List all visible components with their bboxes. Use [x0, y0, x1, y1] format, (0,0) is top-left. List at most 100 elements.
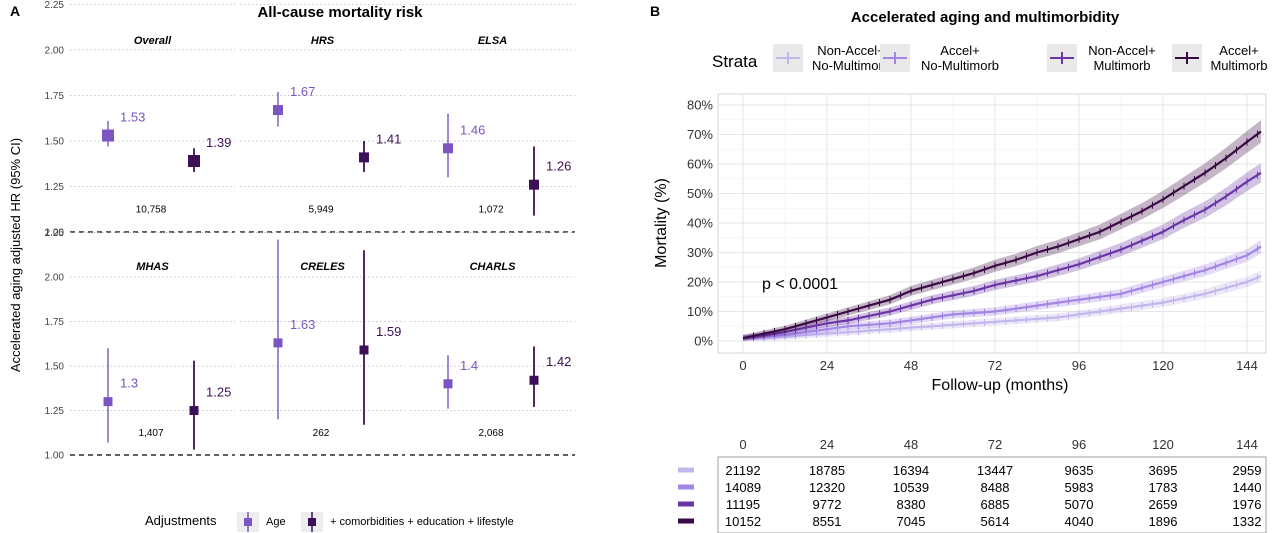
- y-tick-label: 1.00: [45, 228, 65, 239]
- legend-label-line2: Multimorb: [1093, 58, 1150, 73]
- panel-b-y-axis-label: Mortality (%): [653, 178, 670, 268]
- risk-table-cell: 1332: [1233, 514, 1262, 529]
- y-tick-label: 2.00: [45, 273, 65, 284]
- y-tick-label: 2.25: [45, 0, 65, 11]
- p-value-annotation: p < 0.0001: [762, 276, 838, 293]
- hr-value-label: 1.46: [460, 122, 485, 137]
- x-tick-label: 120: [1152, 358, 1174, 373]
- risk-table-cell: 1976: [1233, 497, 1262, 512]
- hr-marker: [188, 155, 200, 168]
- y-tick-label: 80%: [687, 98, 713, 113]
- y-tick-label: 1.75: [45, 317, 65, 328]
- risk-table-time-header: 96: [1072, 437, 1086, 452]
- legend-label-line1: Non-Accel+: [1088, 43, 1156, 58]
- risk-table-cell: 10152: [725, 514, 761, 529]
- y-tick-label: 1.50: [45, 137, 65, 148]
- risk-table-cell: 5070: [1065, 497, 1094, 512]
- legend-label-line2: No-Multimorb: [812, 58, 890, 73]
- legend-label-line1: Non-Accel+: [817, 43, 885, 58]
- facet-title: CRELES: [300, 261, 345, 273]
- risk-table-cell: 10539: [893, 480, 929, 495]
- facet-title: HRS: [311, 35, 335, 47]
- legend-label-line2: No-Multimorb: [921, 58, 999, 73]
- y-tick-label: 1.75: [45, 91, 65, 102]
- risk-table-time-header: 144: [1236, 437, 1258, 452]
- panel-a-tag: A: [10, 3, 20, 19]
- risk-table-cell: 8380: [897, 497, 926, 512]
- legend-label-line1: Accel+: [1219, 43, 1258, 58]
- y-tick-label: 60%: [687, 157, 713, 172]
- strata-legend: Non-Accel+No-MultimorbAccel+No-Multimorb…: [773, 43, 1268, 73]
- x-tick-label: 96: [1072, 358, 1086, 373]
- y-tick-label: 50%: [687, 186, 713, 201]
- y-tick-label: 2.25: [45, 228, 65, 239]
- y-tick-label: 0%: [694, 334, 713, 349]
- facet-title: CHARLS: [470, 261, 516, 273]
- hr-marker: [273, 338, 283, 348]
- legend-key-age-marker: [244, 518, 252, 526]
- panel-a-y-axis-label: Accelerated aging adjusted HR (95% CI): [8, 138, 23, 372]
- risk-table-cell: 1440: [1233, 480, 1262, 495]
- legend-key-full-marker: [308, 518, 316, 526]
- hr-value-label: 1.42: [546, 354, 571, 369]
- y-tick-label: 2.00: [45, 46, 65, 57]
- hr-value-label: 1.25: [206, 385, 231, 400]
- y-tick-label: 30%: [687, 245, 713, 260]
- hr-marker: [189, 406, 199, 415]
- risk-table-cell: 12320: [809, 480, 845, 495]
- facet-creles: CRELES 1.63 1.59 262: [240, 232, 405, 456]
- hr-value-label: 1.59: [376, 324, 401, 339]
- sample-size-label: 262: [313, 428, 330, 439]
- risk-table-cell: 1783: [1149, 480, 1178, 495]
- risk-table-cell: 2959: [1233, 463, 1262, 478]
- facet-title: MHAS: [136, 261, 169, 273]
- risk-table-cell: 2659: [1149, 497, 1178, 512]
- hr-value-label: 1.4: [460, 358, 478, 373]
- risk-table-cell: 16394: [893, 463, 929, 478]
- risk-table-time-header: 48: [904, 437, 918, 452]
- facet-hrs: HRS 1.67 1.41 5,949: [240, 4, 405, 233]
- risk-table-time-header: 24: [820, 437, 834, 452]
- hr-marker: [102, 129, 114, 142]
- risk-table-cell: 6885: [981, 497, 1010, 512]
- strata-legend-title: Strata: [712, 52, 758, 71]
- y-tick-label: 40%: [687, 216, 713, 231]
- facet-title: ELSA: [478, 35, 507, 47]
- hr-value-label: 1.53: [120, 110, 145, 125]
- series-non-accel-multimorb: [742, 163, 1262, 341]
- risk-table-cell: 4040: [1065, 514, 1094, 529]
- hr-marker: [443, 143, 453, 154]
- y-tick-label: 1.00: [45, 451, 65, 462]
- x-tick-label: 0: [739, 358, 746, 373]
- strata-key-2: Accel+No-Multimorb: [880, 43, 999, 73]
- risk-table-cell: 3695: [1149, 463, 1178, 478]
- hr-value-label: 1.41: [376, 131, 401, 146]
- facet-overall: Overall 1.00 1.25 1.50 1.75 2.00 2.25 1.53 1.39 1…: [45, 0, 235, 239]
- legend-label-full: + comorbidities + education + lifestyle: [330, 516, 514, 528]
- risk-table-cell: 5983: [1065, 480, 1094, 495]
- x-tick-label: 72: [988, 358, 1002, 373]
- y-tick-label: 1.25: [45, 406, 65, 417]
- sample-size-label: 10,758: [136, 204, 167, 215]
- hr-marker: [529, 179, 539, 190]
- survival-plot: 0% 10% 20% 30% 40% 50% 60% 70% 80% 0 24 48 72 96 120 14…: [687, 93, 1267, 373]
- strata-key-4: Accel+Multimorb: [1172, 43, 1268, 73]
- risk-table-cell: 18785: [809, 463, 845, 478]
- panel-b-tag: B: [650, 3, 660, 19]
- risk-table-time-header: 0: [739, 437, 746, 452]
- hr-value-label: 1.3: [120, 376, 138, 391]
- series-accel-multimorb: [742, 120, 1262, 341]
- sample-size-label: 5,949: [308, 204, 333, 215]
- strata-key-3: Non-Accel+Multimorb: [1047, 43, 1156, 73]
- facet-mhas: MHAS 1.00 1.25 1.50 1.75 2.00 2.25 1.3 1.25 1,407: [45, 228, 235, 462]
- x-tick-label: 24: [820, 358, 834, 373]
- x-tick-label: 144: [1236, 358, 1258, 373]
- risk-table-time-header: 72: [988, 437, 1002, 452]
- risk-table: 0 24 48 72 96 120 144 21192 18785 16394 13447 9635 3…: [678, 437, 1267, 533]
- hr-marker: [273, 105, 283, 116]
- hr-value-label: 1.39: [206, 135, 231, 150]
- y-tick-label: 70%: [687, 127, 713, 142]
- risk-table-cell: 5614: [981, 514, 1010, 529]
- y-tick-label: 1.50: [45, 362, 65, 373]
- risk-table-cell: 8551: [813, 514, 842, 529]
